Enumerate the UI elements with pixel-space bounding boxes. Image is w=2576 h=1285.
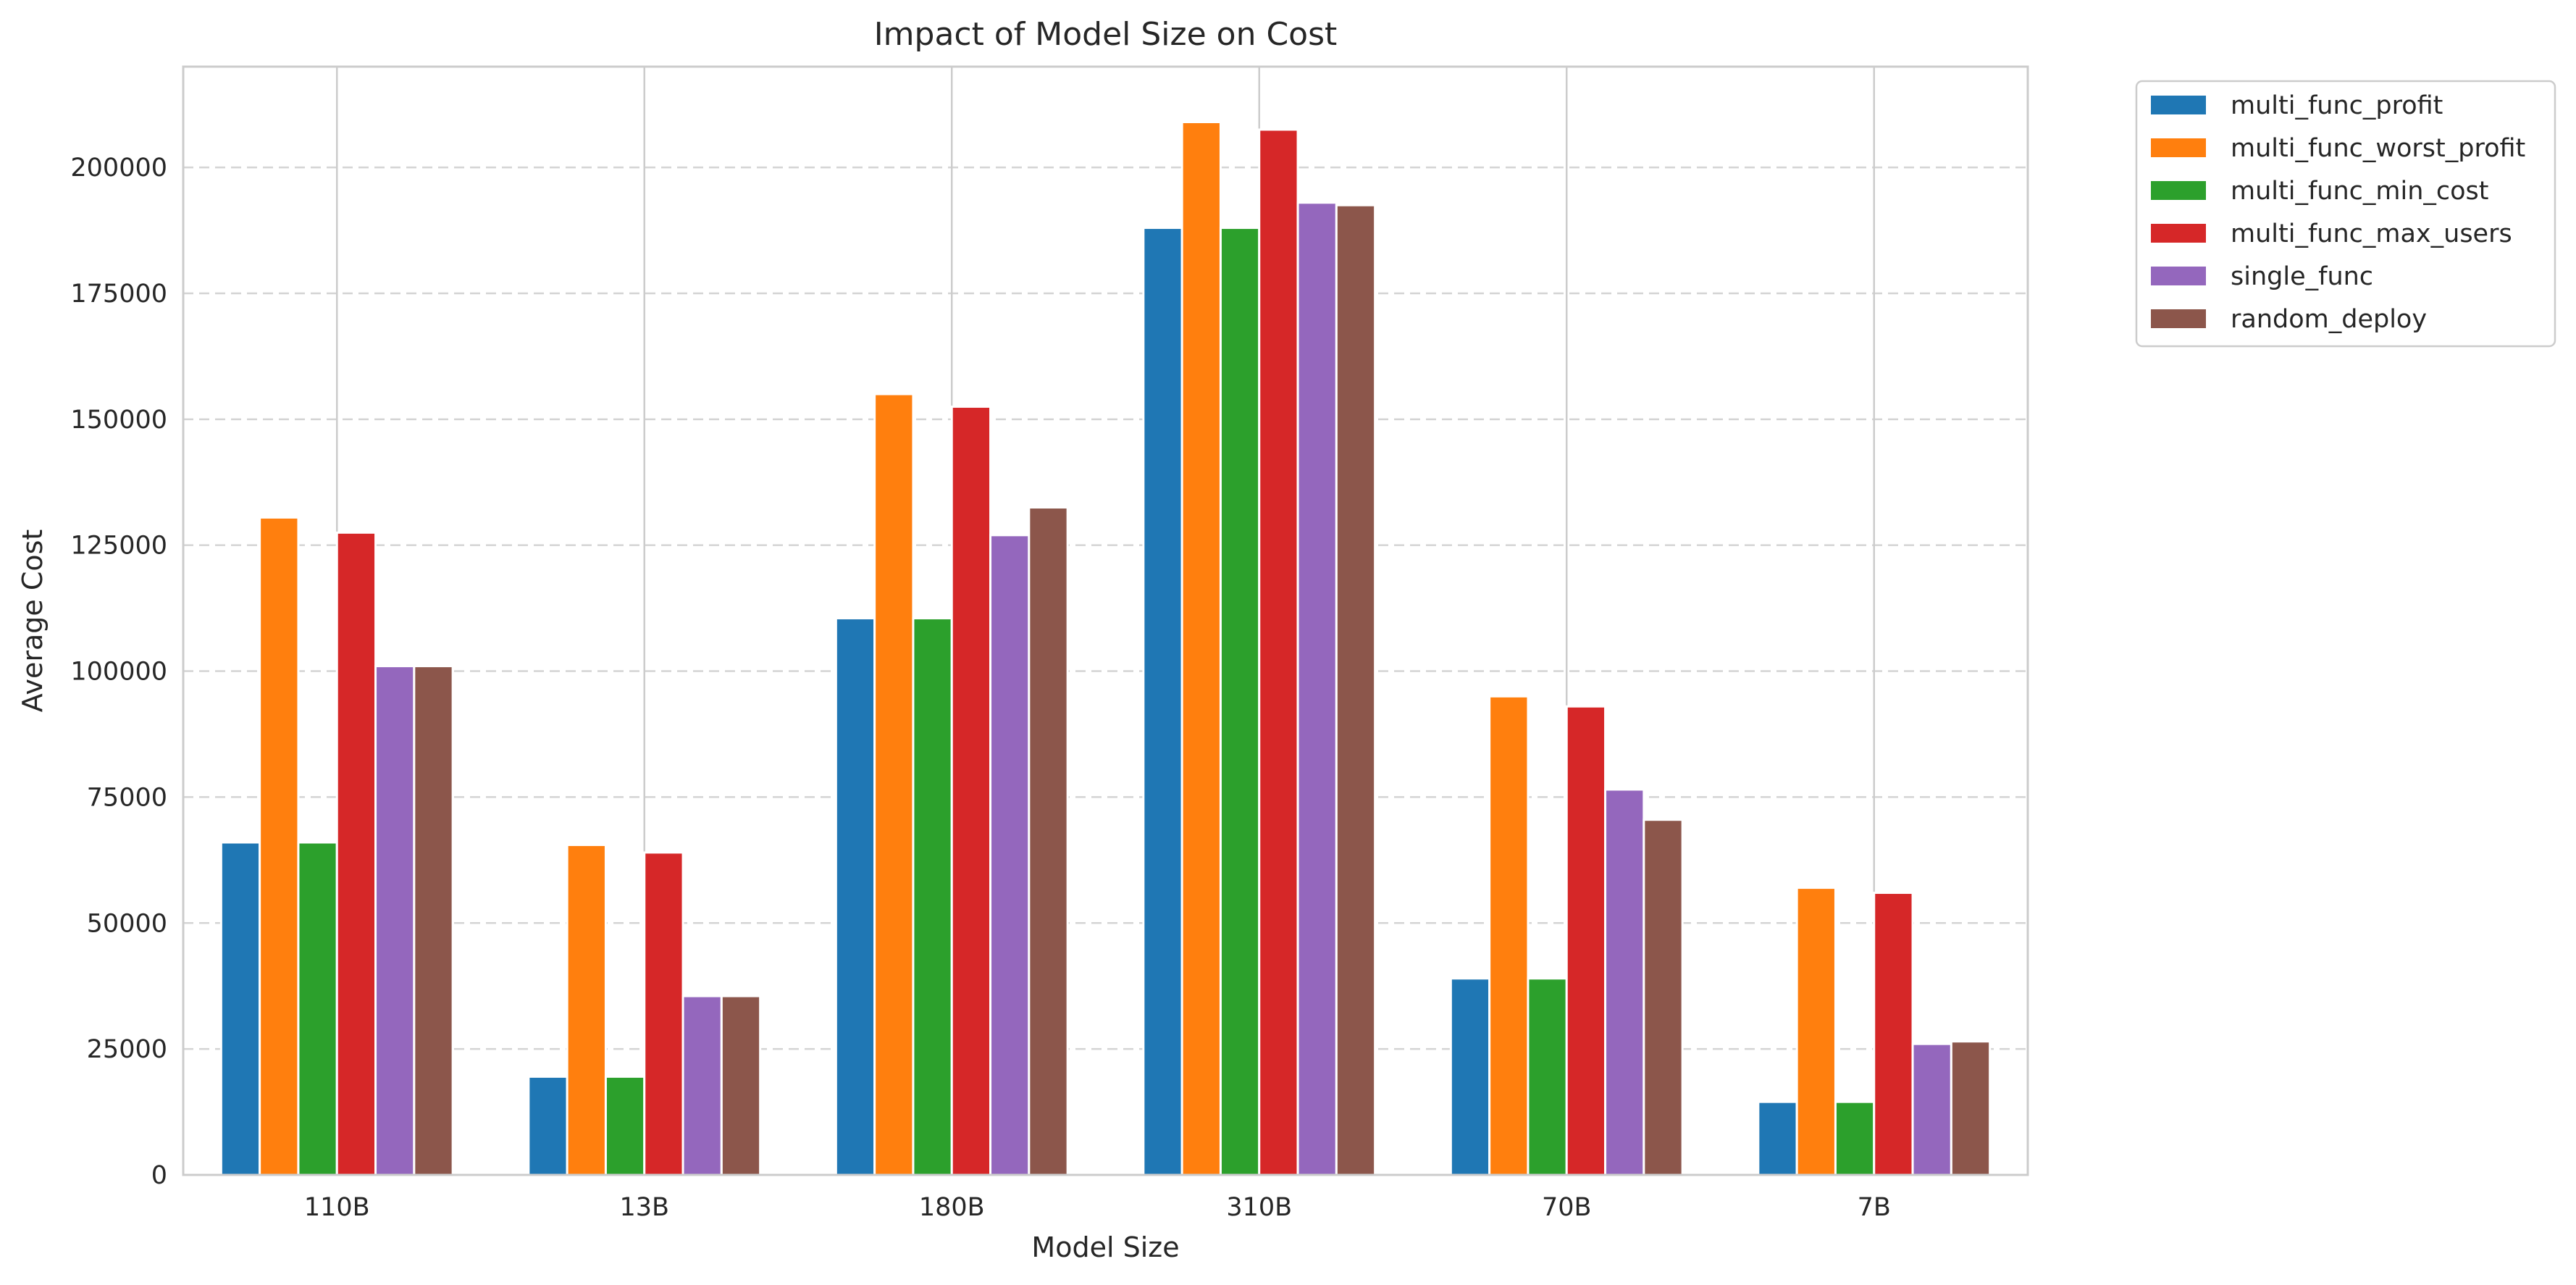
bar [834, 617, 876, 1176]
x-tick-label: 13B [619, 1193, 669, 1222]
bar [1757, 1100, 1798, 1176]
bar [720, 995, 762, 1176]
bar [950, 405, 992, 1176]
grid-lines [183, 67, 2028, 1175]
bar [1258, 128, 1299, 1176]
y-tick-label: 175000 [70, 280, 167, 309]
bar [681, 995, 723, 1176]
chart-title: Impact of Model Size on Cost [874, 16, 1338, 53]
legend-label: multi_func_worst_profit [2231, 134, 2525, 163]
x-tick-label: 70B [1542, 1193, 1592, 1222]
bar [1488, 695, 1530, 1176]
bar [374, 665, 416, 1176]
bar [912, 617, 953, 1176]
legend-swatch [2151, 224, 2206, 243]
bars [219, 121, 1992, 1176]
bar [643, 851, 684, 1176]
legend-label: multi_func_min_cost [2231, 177, 2489, 206]
bar [413, 665, 454, 1176]
x-tick-label: 110B [304, 1193, 370, 1222]
bar [527, 1075, 569, 1176]
bar [1219, 227, 1261, 1176]
legend-swatch [2151, 309, 2206, 328]
x-tick-label: 310B [1226, 1193, 1292, 1222]
y-tick-label: 75000 [87, 783, 167, 812]
x-tick-label: 180B [919, 1193, 985, 1222]
bar [297, 841, 338, 1176]
legend-label: multi_func_profit [2231, 91, 2443, 120]
bar [1527, 977, 1568, 1176]
y-tick-label: 125000 [70, 532, 167, 561]
bar [1296, 201, 1338, 1176]
bar [1028, 506, 1069, 1176]
bar [1834, 1100, 1876, 1176]
x-tick-label: 7B [1858, 1193, 1891, 1222]
bar [989, 534, 1031, 1176]
tick-labels: 0 25000 50000 75000 100000 125000 150000 175000… [70, 154, 1891, 1222]
legend-swatch [2151, 267, 2206, 285]
y-tick-label: 100000 [70, 658, 167, 687]
bar [259, 516, 300, 1176]
legend-label: random_deploy [2231, 305, 2427, 334]
plot-frame [182, 65, 2029, 1176]
bar [1335, 204, 1377, 1176]
bar [1642, 819, 1684, 1176]
bar [1873, 892, 1914, 1176]
bar [873, 393, 915, 1176]
bar [1180, 121, 1222, 1176]
y-tick-label: 150000 [70, 406, 167, 435]
legend-box [2135, 80, 2556, 348]
y-tick-label: 0 [151, 1161, 167, 1190]
bar [1565, 705, 1607, 1176]
bar [604, 1075, 646, 1176]
y-tick-label: 50000 [87, 909, 167, 938]
x-axis-label: Model Size [1031, 1231, 1179, 1263]
y-axis-label: Average Cost [17, 530, 49, 713]
bar [1142, 227, 1183, 1176]
bar [1604, 788, 1645, 1176]
legend-swatch [2151, 96, 2206, 114]
legend-swatch [2151, 138, 2206, 157]
bar [1950, 1040, 1992, 1176]
bar [566, 843, 607, 1176]
bar [335, 531, 377, 1176]
y-tick-label: 25000 [87, 1035, 167, 1064]
bar [219, 841, 261, 1176]
legend-swatch [2151, 181, 2206, 200]
bar [1795, 887, 1837, 1176]
legend: multi_func_profit multi_func_worst_profit… [2135, 80, 2556, 348]
legend-label: single_func [2231, 262, 2373, 291]
bar [1911, 1042, 1952, 1176]
legend-label: multi_func_max_users [2231, 219, 2512, 248]
y-tick-label: 200000 [70, 154, 167, 183]
bar [1449, 977, 1491, 1176]
